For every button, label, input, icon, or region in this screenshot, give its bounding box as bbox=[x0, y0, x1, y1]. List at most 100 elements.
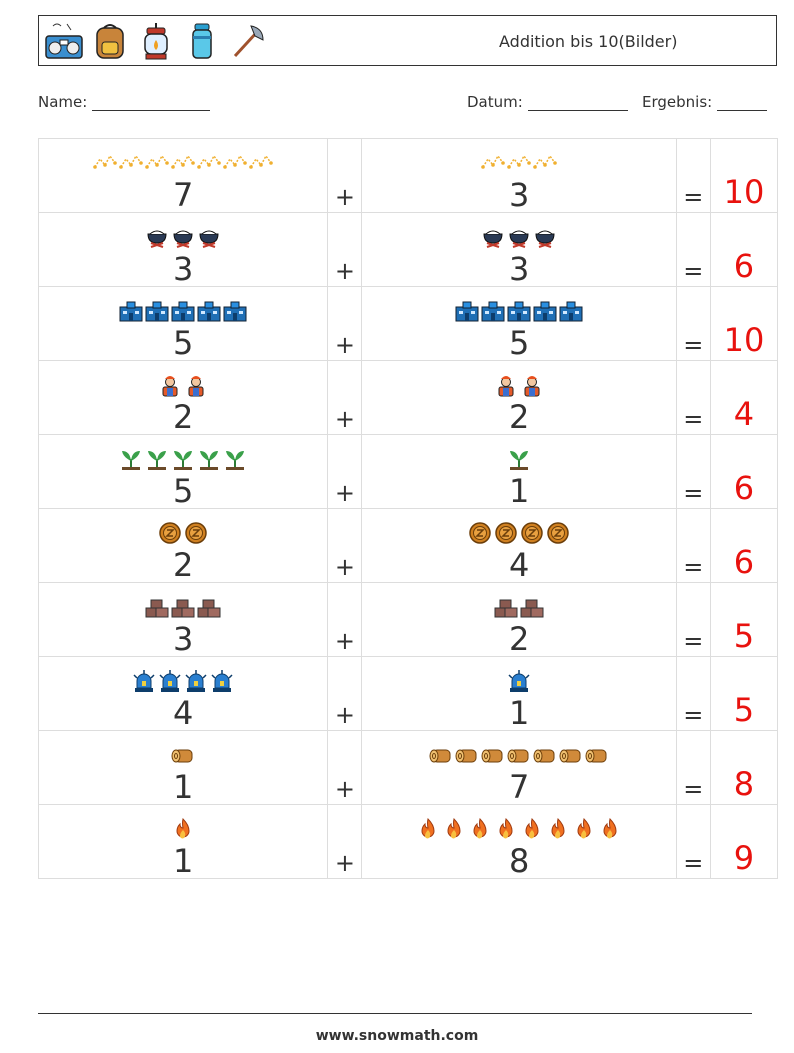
sprout-icon bbox=[174, 451, 193, 470]
worker-icon bbox=[498, 376, 514, 397]
answer[interactable]: 10 bbox=[709, 138, 779, 213]
addend-b-cell: 3 bbox=[361, 138, 677, 213]
answer[interactable]: 9 bbox=[709, 804, 779, 879]
campfire-pot-icon bbox=[199, 230, 219, 248]
addend-a-pictures bbox=[158, 370, 208, 400]
addend-a: 1 bbox=[173, 842, 194, 880]
header-icons bbox=[43, 20, 269, 62]
constellation-icon bbox=[249, 154, 273, 169]
equals-sign: = bbox=[675, 434, 711, 509]
answer[interactable]: 4 bbox=[709, 360, 779, 435]
addend-a: 5 bbox=[173, 324, 194, 362]
worker-icon bbox=[188, 376, 204, 397]
date-field[interactable]: Datum: bbox=[467, 93, 628, 111]
building-icon bbox=[223, 301, 247, 322]
coin-icon bbox=[469, 522, 491, 544]
result-line[interactable] bbox=[716, 110, 767, 111]
equals-sign: = bbox=[675, 730, 711, 805]
building-icon bbox=[145, 301, 169, 322]
addend-b-pictures bbox=[468, 518, 570, 548]
problem-row: 1 + 7 = 8 bbox=[37, 730, 779, 806]
addend-b-pictures bbox=[494, 370, 544, 400]
addend-a-cell: 1 bbox=[37, 730, 329, 806]
answer[interactable]: 10 bbox=[709, 286, 779, 361]
addend-a: 1 bbox=[173, 768, 194, 806]
addend-a-cell: 5 bbox=[37, 434, 329, 509]
plus-sign: + bbox=[327, 730, 363, 805]
addend-b-cell: 8 bbox=[361, 804, 677, 880]
addend-a-pictures bbox=[145, 222, 221, 252]
bricks-icon bbox=[520, 599, 544, 618]
addend-b-pictures bbox=[416, 814, 622, 844]
building-icon bbox=[171, 301, 195, 322]
problem-row: 4 + 1 = 5 bbox=[37, 656, 779, 732]
sprout-icon bbox=[226, 451, 245, 470]
log-icon bbox=[171, 749, 193, 763]
addend-b: 1 bbox=[508, 694, 530, 732]
date-line[interactable] bbox=[527, 110, 628, 111]
flame-icon bbox=[447, 818, 461, 839]
plus-sign: + bbox=[327, 286, 363, 361]
addend-b-cell: 1 bbox=[361, 434, 677, 509]
addend-a: 7 bbox=[173, 176, 194, 214]
sprout-icon bbox=[200, 451, 219, 470]
addend-b-cell: 7 bbox=[361, 730, 677, 806]
log-icon bbox=[559, 749, 581, 763]
addend-b-cell: 5 bbox=[361, 286, 677, 362]
addend-b: 5 bbox=[508, 324, 530, 362]
result-field[interactable]: Ergebnis: bbox=[642, 93, 767, 111]
constellation-icon bbox=[507, 154, 531, 169]
addend-b-cell: 2 bbox=[361, 582, 677, 657]
building-icon bbox=[533, 301, 557, 322]
log-icon bbox=[429, 749, 451, 763]
flame-icon bbox=[421, 818, 435, 839]
problem-grid: 7 + 3 = 10 3 + 3 = 6 bbox=[37, 138, 779, 880]
flame-icon bbox=[577, 818, 591, 839]
flame-icon bbox=[499, 818, 513, 839]
flame-icon bbox=[176, 818, 190, 839]
date-label: Datum: bbox=[467, 93, 523, 111]
bricks-icon bbox=[197, 599, 221, 618]
plus-sign: + bbox=[327, 804, 363, 879]
building-icon bbox=[455, 301, 479, 322]
equals-sign: = bbox=[675, 286, 711, 361]
problem-row: 2 + 4 = 6 bbox=[37, 508, 779, 584]
addend-a-cell: 3 bbox=[37, 212, 329, 287]
addend-b: 8 bbox=[508, 842, 530, 880]
coin-icon bbox=[547, 522, 569, 544]
name-label: Name: bbox=[38, 93, 88, 111]
worker-icon bbox=[524, 376, 540, 397]
addend-a: 3 bbox=[173, 620, 194, 658]
addend-a: 2 bbox=[173, 546, 194, 584]
equals-sign: = bbox=[675, 138, 711, 213]
addend-a-pictures bbox=[145, 592, 221, 622]
answer[interactable]: 5 bbox=[709, 656, 779, 731]
flame-icon bbox=[551, 818, 565, 839]
addend-a-cell: 4 bbox=[37, 656, 329, 732]
answer[interactable]: 8 bbox=[709, 730, 779, 805]
name-field[interactable]: Name: bbox=[38, 93, 211, 111]
answer[interactable]: 6 bbox=[709, 212, 779, 287]
siren-icon bbox=[159, 670, 181, 692]
flame-icon bbox=[525, 818, 539, 839]
addend-b-cell: 4 bbox=[361, 508, 677, 583]
backpack-icon bbox=[96, 24, 124, 59]
answer[interactable]: 5 bbox=[709, 582, 779, 657]
answer[interactable]: 6 bbox=[709, 508, 779, 583]
addend-a-pictures bbox=[132, 666, 234, 696]
worker-icon bbox=[162, 376, 178, 397]
result-label: Ergebnis: bbox=[642, 93, 713, 111]
answer[interactable]: 6 bbox=[709, 434, 779, 509]
name-line[interactable] bbox=[92, 110, 211, 111]
addend-a: 4 bbox=[173, 694, 194, 732]
addend-b: 2 bbox=[508, 398, 530, 436]
addend-b: 7 bbox=[508, 768, 530, 806]
addend-b-cell: 2 bbox=[361, 360, 677, 436]
page-title: Addition bis 10(Bilder) bbox=[499, 32, 678, 51]
addend-a-cell: 7 bbox=[37, 138, 329, 214]
plus-sign: + bbox=[327, 582, 363, 657]
problem-row: 7 + 3 = 10 bbox=[37, 138, 779, 214]
plus-sign: + bbox=[327, 508, 363, 583]
bricks-icon bbox=[494, 599, 518, 618]
addend-b-pictures bbox=[481, 148, 557, 178]
